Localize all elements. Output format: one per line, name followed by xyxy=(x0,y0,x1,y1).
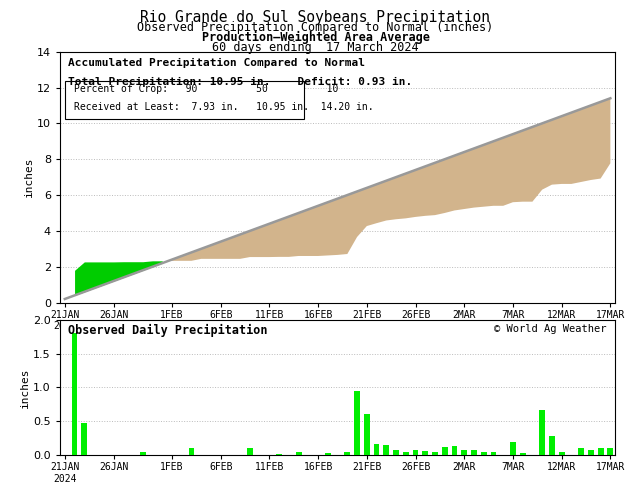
Text: Observed Precipitation Compared to Normal (inches): Observed Precipitation Compared to Norma… xyxy=(138,21,493,33)
Text: Received at Least:  7.93 in.   10.95 in.  14.20 in.: Received at Least: 7.93 in. 10.95 in. 14… xyxy=(74,102,374,112)
Text: © World Ag Weather: © World Ag Weather xyxy=(495,324,607,334)
Text: Percent of Crop:   90          50          10: Percent of Crop: 90 50 10 xyxy=(74,84,338,94)
Y-axis label: inches: inches xyxy=(20,367,30,408)
Bar xyxy=(520,453,526,455)
Bar xyxy=(452,446,457,455)
Bar xyxy=(374,444,379,455)
Bar xyxy=(471,450,477,455)
Bar xyxy=(189,448,194,455)
Bar xyxy=(72,334,78,455)
Bar xyxy=(384,445,389,455)
Text: Observed Daily Precipitation: Observed Daily Precipitation xyxy=(68,324,268,337)
Bar xyxy=(608,448,613,455)
Bar xyxy=(81,423,87,455)
Bar xyxy=(481,452,487,455)
Bar xyxy=(588,450,594,455)
Text: 60 days ending  17 March 2024: 60 days ending 17 March 2024 xyxy=(212,41,419,54)
Bar xyxy=(578,448,584,455)
FancyBboxPatch shape xyxy=(66,81,304,120)
Text: Rio Grande do Sul Soybeans Precipitation: Rio Grande do Sul Soybeans Precipitation xyxy=(141,10,490,25)
Text: Production–Weighted Area Average: Production–Weighted Area Average xyxy=(201,31,430,44)
Bar xyxy=(549,436,555,455)
Bar xyxy=(432,453,438,455)
Bar xyxy=(354,391,360,455)
Bar xyxy=(296,452,302,455)
Bar xyxy=(140,452,146,455)
Bar xyxy=(540,410,545,455)
Text: Total Precipitation: 10.95 in.    Deficit: 0.93 in.: Total Precipitation: 10.95 in. Deficit: … xyxy=(68,77,413,87)
Bar xyxy=(442,447,447,455)
Bar xyxy=(247,448,253,455)
Bar xyxy=(422,451,428,455)
Y-axis label: inches: inches xyxy=(24,157,34,197)
Bar xyxy=(364,414,370,455)
Bar xyxy=(558,453,565,455)
Bar xyxy=(490,452,497,455)
Bar xyxy=(413,450,418,455)
Bar xyxy=(510,442,516,455)
Bar xyxy=(393,450,399,455)
Bar xyxy=(325,453,331,455)
Text: Accumulated Precipitation Compared to Normal: Accumulated Precipitation Compared to No… xyxy=(68,58,365,68)
Bar xyxy=(403,452,409,455)
Bar xyxy=(598,448,603,455)
Bar xyxy=(345,452,350,455)
Bar xyxy=(461,450,467,455)
